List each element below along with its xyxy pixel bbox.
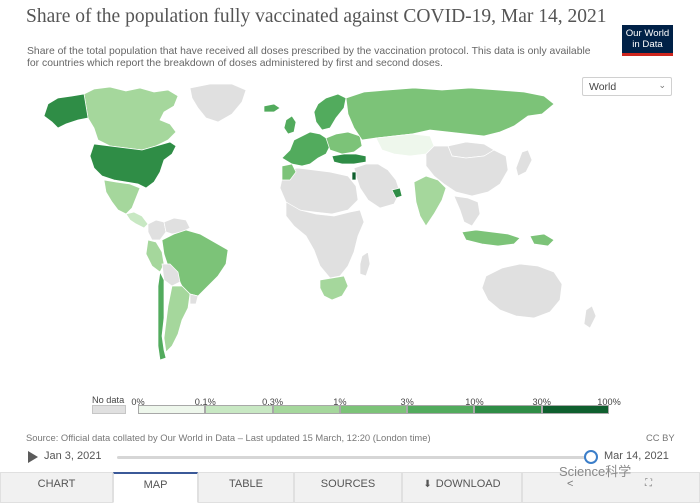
country-uk[interactable] [283, 115, 297, 135]
region-select-value: World [589, 81, 617, 93]
legend-tick-label: 0.3% [262, 397, 284, 407]
country-mexico[interactable] [103, 179, 141, 215]
country-new-zealand[interactable] [583, 305, 597, 329]
logo-accent-bar [622, 53, 673, 56]
country-usa[interactable] [89, 141, 177, 189]
timeline-end-date: Mar 14, 2021 [604, 450, 669, 462]
legend-bin [138, 405, 206, 414]
tab-sources-label: SOURCES [320, 478, 376, 490]
country-russia[interactable] [345, 87, 555, 141]
country-western-europe[interactable] [281, 131, 331, 167]
timeline-track[interactable] [117, 456, 591, 459]
license-label[interactable]: CC BY [646, 432, 675, 443]
country-china[interactable] [425, 145, 509, 197]
country-indonesia[interactable] [461, 229, 521, 247]
country-australia[interactable] [481, 263, 563, 319]
country-turkey[interactable] [331, 153, 367, 165]
country-uae[interactable] [391, 187, 403, 199]
watermark-text: Science科学 [559, 464, 632, 479]
tab-spacer [522, 472, 700, 503]
logo-line-2: in Data [632, 38, 663, 50]
share-icon[interactable]: < [567, 478, 574, 490]
country-india[interactable] [413, 175, 447, 227]
region-select[interactable]: World ⌄ [582, 77, 672, 96]
country-southeast-asia[interactable] [453, 195, 481, 227]
country-eastern-europe[interactable] [325, 131, 363, 155]
tab-download[interactable]: ⬇ DOWNLOAD [402, 472, 522, 503]
tab-map[interactable]: MAP [113, 472, 198, 503]
country-morocco[interactable] [281, 163, 297, 181]
legend-tick-label: 0% [131, 397, 145, 407]
legend-no-data-label: No data [92, 395, 125, 405]
country-south-africa[interactable] [319, 275, 349, 301]
download-icon: ⬇ [423, 479, 432, 490]
country-uruguay[interactable] [189, 293, 199, 305]
source-note: Source: Official data collated by Our Wo… [26, 432, 431, 443]
tab-chart[interactable]: CHART [0, 472, 113, 503]
country-greenland[interactable] [189, 83, 247, 123]
owid-logo[interactable]: Our World in Data [622, 25, 673, 56]
legend-tick-label: 30% [532, 397, 551, 407]
expand-icon[interactable]: ⛶ [645, 478, 652, 489]
country-alaska[interactable] [43, 93, 89, 129]
legend-bin [339, 405, 408, 414]
country-chile[interactable] [157, 270, 167, 361]
legend-no-data-swatch [92, 405, 126, 414]
legend-tick-label: 0.1% [194, 397, 216, 407]
tab-bar: CHART MAP TABLE SOURCES ⬇ DOWNLOAD [0, 472, 700, 503]
country-iceland[interactable] [263, 103, 281, 113]
timeline-start-date: Jan 3, 2021 [44, 450, 102, 462]
timeline: Jan 3, 2021 Mar 14, 2021 [0, 447, 700, 467]
legend-bin [205, 405, 273, 414]
legend-tick-label: 1% [333, 397, 347, 407]
legend-bin [541, 405, 609, 414]
country-middle-east[interactable] [353, 163, 401, 209]
tab-table[interactable]: TABLE [198, 472, 294, 503]
legend-tick-label: 3% [400, 397, 414, 407]
page-subtitle: Share of the total population that have … [27, 46, 591, 69]
country-scandinavia[interactable] [313, 93, 347, 131]
page-title: Share of the population fully vaccinated… [26, 6, 607, 27]
tab-table-label: TABLE [228, 478, 264, 490]
country-israel[interactable] [351, 171, 357, 181]
country-argentina[interactable] [163, 285, 191, 353]
world-map [43, 83, 597, 361]
country-papua-new-guinea[interactable] [529, 233, 555, 247]
legend-tick-label: 10% [465, 397, 484, 407]
tab-sources[interactable]: SOURCES [294, 472, 402, 503]
country-madagascar[interactable] [359, 251, 371, 277]
chevron-down-icon: ⌄ [658, 80, 666, 90]
logo-line-1: Our World [625, 28, 670, 39]
tab-map-label: MAP [143, 479, 168, 491]
country-canada[interactable] [83, 86, 179, 151]
country-sub-saharan-africa[interactable] [285, 201, 365, 279]
legend-bin [272, 405, 340, 414]
timeline-handle[interactable] [584, 450, 598, 464]
country-peru[interactable] [145, 239, 165, 273]
play-icon[interactable] [28, 451, 38, 463]
country-kazakhstan[interactable] [375, 133, 435, 157]
tab-download-label: DOWNLOAD [435, 478, 501, 490]
legend-bin [474, 405, 542, 414]
country-central-america[interactable] [125, 211, 149, 229]
tab-chart-label: CHART [37, 478, 76, 490]
legend-bin [407, 405, 475, 414]
country-japan[interactable] [515, 149, 533, 177]
country-colombia[interactable] [147, 219, 167, 241]
legend-tick-label: 100% [597, 397, 621, 407]
